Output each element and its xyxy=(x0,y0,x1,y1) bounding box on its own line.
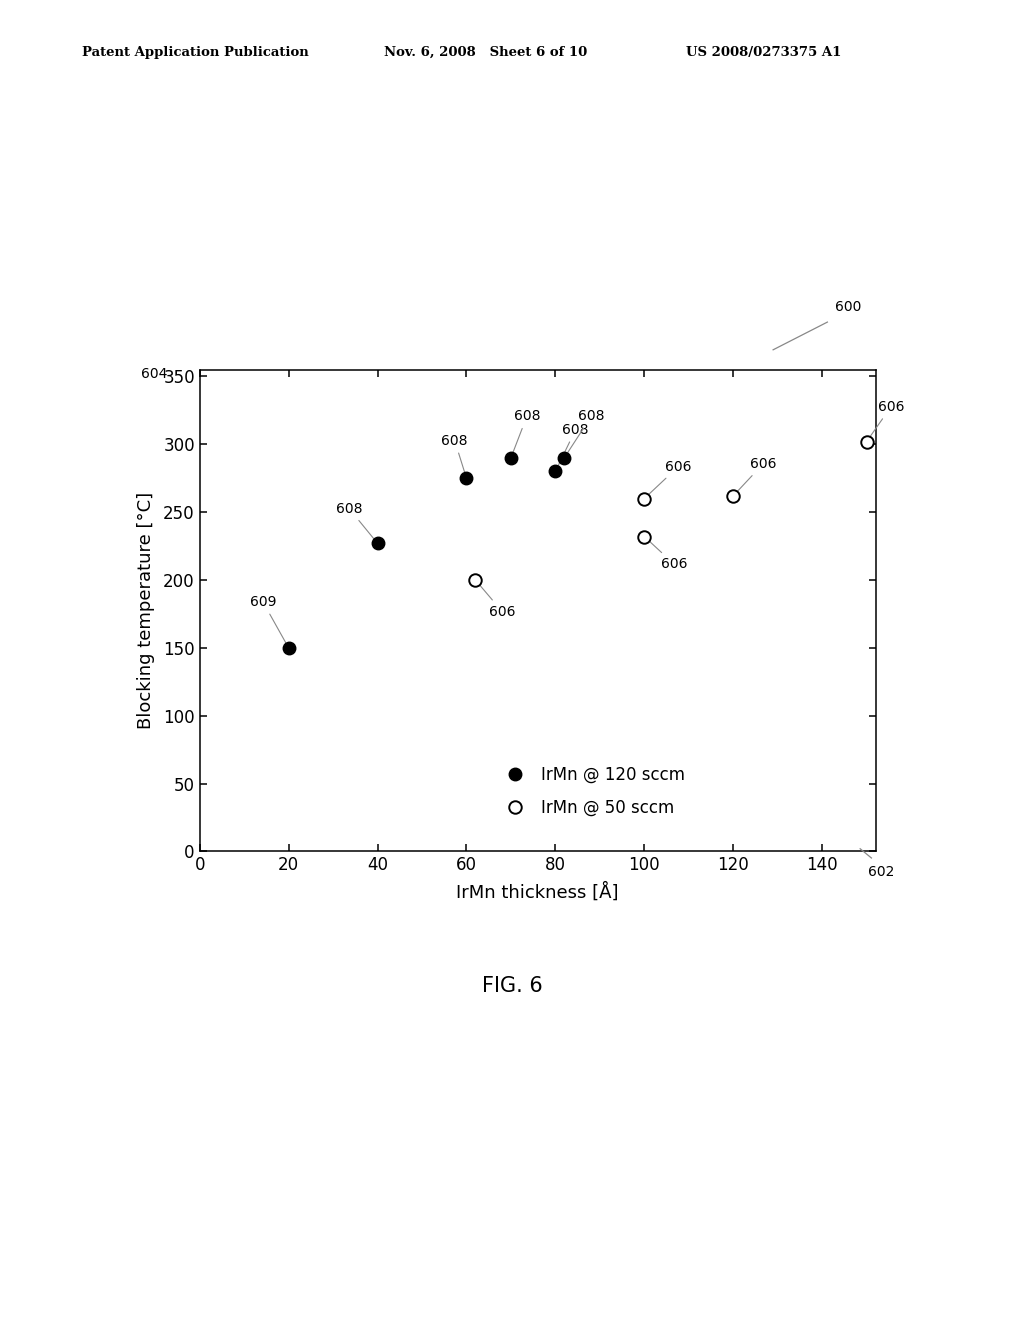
Y-axis label: Blocking temperature [°C]: Blocking temperature [°C] xyxy=(137,492,155,729)
Legend: IrMn @ 120 sccm, IrMn @ 50 sccm: IrMn @ 120 sccm, IrMn @ 50 sccm xyxy=(492,759,692,824)
Text: 602: 602 xyxy=(868,865,895,879)
Text: 608: 608 xyxy=(336,502,376,541)
Text: 606: 606 xyxy=(735,457,776,494)
Text: 600: 600 xyxy=(835,300,861,314)
Text: 606: 606 xyxy=(646,459,691,496)
Text: 608: 608 xyxy=(441,433,468,475)
Text: 606: 606 xyxy=(646,539,687,572)
Text: 606: 606 xyxy=(868,400,904,440)
Text: 609: 609 xyxy=(250,595,288,645)
X-axis label: IrMn thickness [Å]: IrMn thickness [Å] xyxy=(457,883,618,902)
Text: Patent Application Publication: Patent Application Publication xyxy=(82,46,308,59)
Text: US 2008/0273375 A1: US 2008/0273375 A1 xyxy=(686,46,842,59)
Text: 608: 608 xyxy=(512,409,541,455)
Text: 608: 608 xyxy=(566,409,604,455)
Text: Nov. 6, 2008   Sheet 6 of 10: Nov. 6, 2008 Sheet 6 of 10 xyxy=(384,46,587,59)
Text: 608: 608 xyxy=(557,422,589,469)
Text: FIG. 6: FIG. 6 xyxy=(481,975,543,997)
Text: 606: 606 xyxy=(477,582,516,619)
Text: 604: 604 xyxy=(141,367,168,380)
